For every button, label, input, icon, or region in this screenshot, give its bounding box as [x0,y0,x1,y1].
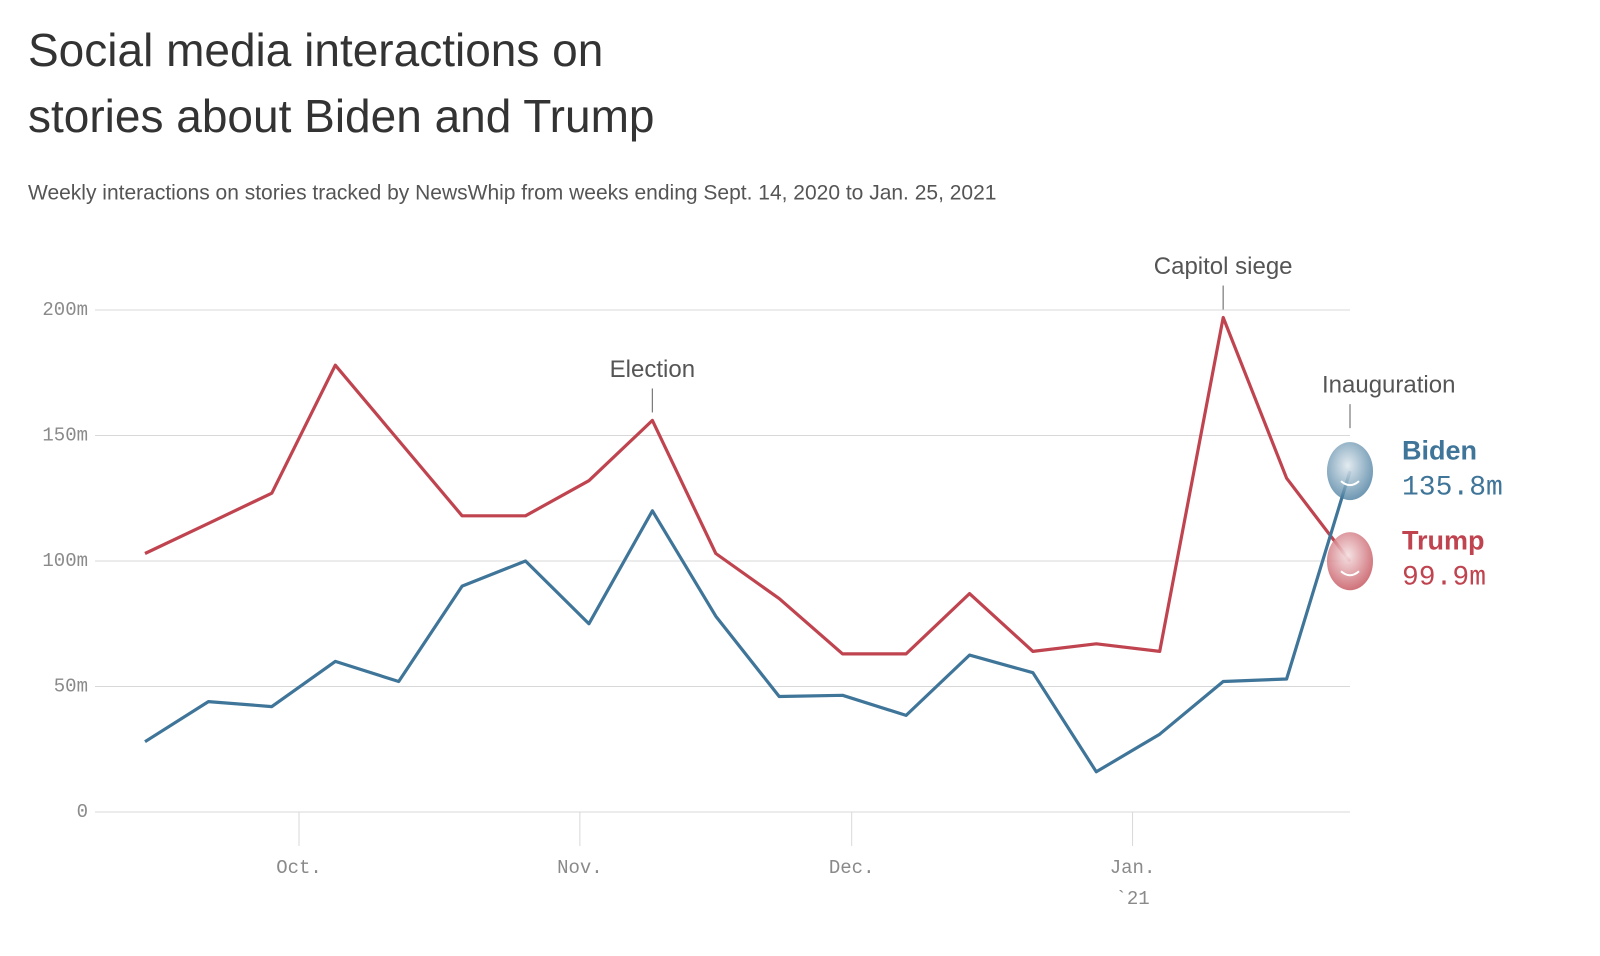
value-label: 135.8m [1402,473,1503,504]
annotation: Capitol siege [1154,253,1293,280]
annotation: Election [610,356,695,383]
y-tick-label: 50m [54,676,88,698]
series-line [144,315,1352,656]
face-smile [1340,480,1360,487]
chart-title: Social media interactions on stories abou… [28,24,654,142]
value-label: 99.9m [1402,563,1486,594]
face [1327,442,1373,501]
legend-name: Trump [1402,525,1485,555]
year-label: `21 [1115,888,1149,910]
x-tick-label: Jan. [1110,857,1156,879]
chart-subtitle: Weekly interactions on stories tracked b… [28,182,996,205]
x-tick-label: Oct. [276,857,322,879]
y-tick-label: 0 [77,801,88,823]
x-tick-label: Nov. [557,857,603,879]
face-shade [1327,442,1373,501]
y-tick-label: 150m [42,425,88,447]
face-smile [1340,570,1360,577]
series-line [144,470,1352,774]
face [1327,532,1373,591]
y-tick-label: 200m [42,299,88,321]
y-tick-label: 100m [42,550,88,572]
x-tick-label: Dec. [829,857,875,879]
annotation: Inauguration [1322,371,1455,398]
legend-name: Biden [1402,435,1477,465]
face-shade [1327,532,1373,591]
